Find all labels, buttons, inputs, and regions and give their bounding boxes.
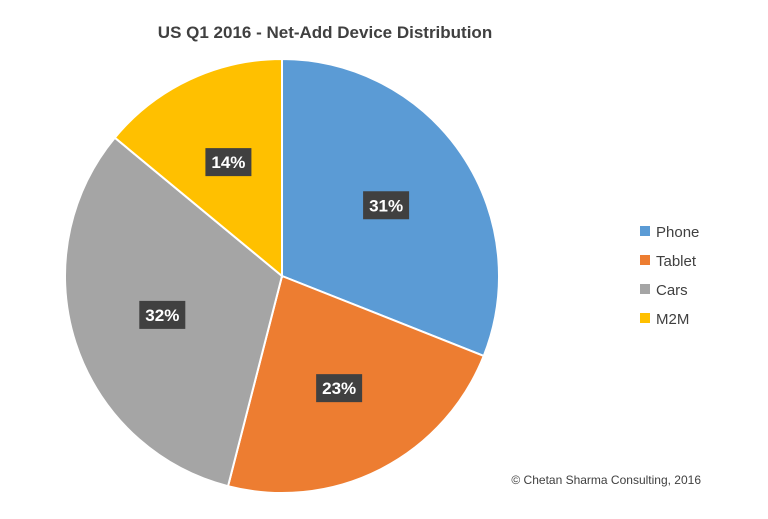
data-label-box [316, 374, 363, 403]
legend-label: Cars [656, 282, 688, 299]
copyright-text: © Chetan Sharma Consulting, 2016 [511, 473, 701, 487]
data-label-box [139, 300, 186, 329]
data-label-box [363, 191, 410, 220]
pie-slices [64, 57, 500, 494]
data-label-text: 31% [369, 196, 403, 215]
chart-title: US Q1 2016 - Net-Add Device Distribution [158, 23, 492, 42]
data-label-box [205, 148, 252, 177]
legend: Phone Tablet Cars M2M [640, 224, 699, 328]
data-labels: 31% 23% 32% 14% [139, 148, 410, 403]
legend-item-cars: Cars [640, 282, 688, 299]
legend-swatch [640, 255, 650, 265]
data-label-text: 32% [145, 306, 179, 325]
legend-label: Tablet [656, 253, 697, 270]
data-label-tablet: 23% [316, 374, 363, 403]
legend-swatch [640, 284, 650, 294]
data-label-phone: 31% [363, 191, 410, 220]
pie-slice-m2m [113, 57, 283, 279]
legend-item-tablet: Tablet [640, 253, 697, 270]
data-label-text: 14% [211, 153, 245, 172]
legend-swatch [640, 226, 650, 236]
legend-label: M2M [656, 311, 689, 328]
data-label-m2m: 14% [205, 148, 252, 177]
legend-item-m2m: M2M [640, 311, 689, 328]
legend-label: Phone [656, 224, 699, 241]
data-label-text: 23% [322, 379, 356, 398]
legend-item-phone: Phone [640, 224, 699, 241]
data-label-cars: 32% [139, 300, 186, 329]
legend-swatch [640, 313, 650, 323]
